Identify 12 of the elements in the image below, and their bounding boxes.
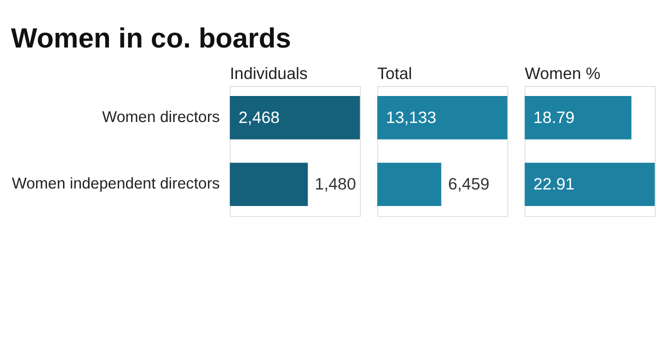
data-label: 6,459 bbox=[448, 176, 490, 194]
chart-title: Total bbox=[377, 65, 412, 84]
chart-title: Women % bbox=[524, 65, 601, 84]
data-label: 1,480 bbox=[314, 176, 356, 194]
data-label: 22.91 bbox=[533, 176, 575, 194]
data-label: 13,133 bbox=[386, 108, 436, 127]
chart-title: Individuals bbox=[230, 65, 308, 84]
text: Women in co. boards bbox=[11, 22, 292, 54]
data-label: 2,468 bbox=[238, 108, 280, 127]
data-label: 18.79 bbox=[533, 108, 575, 127]
y-tick-label: Women directors bbox=[102, 109, 220, 126]
y-tick-label: Women independent directors bbox=[12, 176, 220, 193]
